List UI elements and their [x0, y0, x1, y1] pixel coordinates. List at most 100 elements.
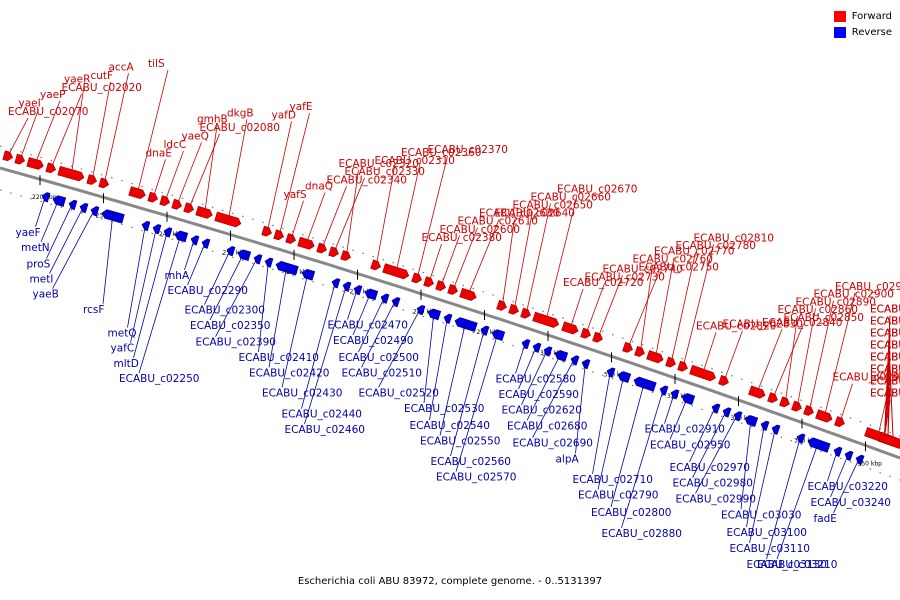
reverse-gene-label[interactable]: ECABU_c02910	[645, 424, 725, 436]
forward-gene-label[interactable]: ECABU_c02930	[833, 372, 900, 384]
reverse-gene-label[interactable]: yafC	[111, 343, 135, 355]
reverse-gene-35[interactable]	[581, 358, 591, 370]
forward-gene-label[interactable]: ECABU_c02740	[603, 263, 683, 275]
forward-gene-15[interactable]	[273, 229, 285, 241]
forward-gene-31[interactable]	[532, 311, 561, 329]
reverse-gene-label[interactable]: ECABU_c02490	[333, 335, 413, 347]
reverse-gene-7[interactable]	[152, 223, 162, 235]
reverse-gene-label[interactable]: ECABU_c02530	[404, 403, 484, 415]
forward-gene-label[interactable]: yafD	[272, 109, 296, 121]
reverse-gene-24[interactable]	[416, 304, 426, 316]
forward-gene-label[interactable]: yaeI	[19, 97, 41, 109]
forward-gene-47[interactable]	[815, 409, 833, 424]
forward-gene-16[interactable]	[285, 233, 297, 244]
reverse-gene-29[interactable]	[491, 328, 506, 341]
forward-gene-label[interactable]: yafS	[284, 189, 307, 201]
forward-gene-19[interactable]	[328, 246, 340, 258]
forward-gene-30[interactable]	[520, 307, 532, 319]
reverse-gene-label[interactable]: ECABU_c03110	[730, 543, 810, 555]
reverse-gene-label[interactable]: ECABU_c02390	[196, 337, 276, 349]
forward-gene-label[interactable]: ECABU_c02850	[784, 312, 864, 324]
forward-gene-label[interactable]: gmhB	[197, 114, 228, 126]
forward-gene-label[interactable]: ECABU_c02720	[563, 277, 643, 289]
forward-gene-label[interactable]: accA	[109, 61, 135, 73]
forward-gene-11[interactable]	[183, 202, 195, 214]
reverse-gene-label[interactable]: ECABU_c02550	[420, 436, 500, 448]
reverse-gene-label[interactable]: ECABU_c02470	[328, 320, 408, 332]
forward-gene-7[interactable]	[128, 186, 147, 200]
forward-gene-label[interactable]: ECABU_c02650	[513, 200, 593, 212]
reverse-gene-label[interactable]: yaeF	[16, 227, 41, 239]
forward-gene-label[interactable]: ECABU_c03190	[870, 364, 900, 376]
forward-gene-14[interactable]	[261, 225, 273, 237]
reverse-gene-5[interactable]	[101, 209, 125, 224]
forward-gene-label[interactable]: ECABU_c02640	[495, 208, 575, 220]
reverse-gene-38[interactable]	[633, 376, 657, 392]
forward-gene-label[interactable]: ECABU_c03180	[870, 376, 900, 388]
reverse-gene-label[interactable]: ECABU_c02560	[431, 456, 511, 468]
forward-gene-label[interactable]: ECABU_c03160	[870, 304, 900, 316]
forward-gene-label[interactable]: ECABU_c02660	[531, 191, 611, 203]
forward-gene-label[interactable]: ECABU_c02330	[345, 166, 425, 178]
reverse-gene-15[interactable]	[264, 257, 274, 268]
reverse-gene-23[interactable]	[391, 296, 401, 308]
forward-gene-label[interactable]: ECABU_c02820	[696, 321, 776, 333]
reverse-gene-label[interactable]: yaeB	[33, 289, 59, 301]
forward-gene-label[interactable]: ECABU_c02340	[327, 174, 407, 186]
forward-gene-label[interactable]: ECABU_c03090	[870, 352, 900, 364]
forward-gene-label[interactable]: ECABU_c02310	[375, 155, 455, 167]
reverse-gene-label[interactable]: ECABU_c02880	[602, 528, 682, 540]
forward-gene-label[interactable]: ECABU_c02920	[835, 281, 900, 293]
forward-gene-label[interactable]: ECABU_c02890	[796, 296, 876, 308]
forward-gene-label[interactable]: ECABU_c02320	[339, 158, 419, 170]
forward-gene-41[interactable]	[718, 374, 730, 386]
reverse-gene-label[interactable]: ECABU_c02430	[262, 387, 342, 399]
reverse-gene-label[interactable]: ECABU_c02580	[496, 373, 576, 385]
forward-gene-label[interactable]: yafE	[290, 101, 313, 113]
reverse-gene-label[interactable]: ECABU_c03210	[757, 559, 837, 571]
reverse-gene-14[interactable]	[253, 253, 263, 265]
forward-gene-label[interactable]: ldcC	[164, 139, 187, 151]
forward-gene-10[interactable]	[171, 198, 183, 210]
forward-gene-label[interactable]: ECABU_c02810	[694, 232, 774, 244]
forward-gene-label[interactable]: ECABU_c02960	[870, 364, 900, 376]
reverse-gene-label[interactable]: metQ	[108, 327, 137, 339]
forward-gene-label[interactable]: ECABU_c02610	[458, 216, 538, 228]
forward-gene-label[interactable]: ECABU_c02730	[585, 271, 665, 283]
reverse-gene-label[interactable]: ECABU_c02680	[507, 420, 587, 432]
reverse-gene-44[interactable]	[733, 410, 743, 422]
forward-gene-46[interactable]	[803, 404, 815, 417]
forward-gene-0[interactable]	[2, 150, 14, 162]
forward-gene-45[interactable]	[791, 400, 802, 412]
reverse-gene-label[interactable]: ECABU_c02460	[285, 424, 365, 436]
reverse-gene-label[interactable]: fadE	[814, 513, 837, 525]
forward-gene-17[interactable]	[297, 236, 316, 250]
forward-gene-24[interactable]	[423, 276, 435, 288]
forward-gene-label[interactable]: ECABU_c03080	[870, 364, 900, 376]
reverse-gene-17[interactable]	[301, 268, 316, 281]
reverse-gene-3[interactable]	[79, 202, 89, 214]
reverse-gene-9[interactable]	[174, 230, 189, 243]
reverse-gene-49[interactable]	[806, 436, 831, 453]
reverse-gene-36[interactable]	[606, 367, 616, 378]
forward-gene-9[interactable]	[159, 195, 171, 207]
forward-gene-38[interactable]	[665, 356, 677, 368]
forward-gene-label[interactable]: ECABU_c02780	[676, 240, 756, 252]
forward-gene-label[interactable]: ECABU_c02630	[479, 208, 559, 220]
reverse-gene-label[interactable]: ECABU_c02510	[342, 367, 422, 379]
forward-gene-label[interactable]: ECABU_c02860	[778, 304, 858, 316]
forward-gene-label[interactable]: ECABU_c02360	[401, 147, 481, 159]
forward-gene-43[interactable]	[767, 392, 778, 404]
forward-gene-label[interactable]: ECABU_c02770	[654, 246, 734, 258]
reverse-gene-label[interactable]: rcsF	[83, 304, 104, 316]
forward-gene-13[interactable]	[214, 211, 242, 228]
forward-gene-28[interactable]	[496, 299, 508, 311]
forward-gene-44[interactable]	[779, 396, 790, 408]
forward-gene-label[interactable]: ECABU_c02750	[639, 262, 719, 274]
reverse-gene-label[interactable]: proS	[27, 258, 51, 270]
reverse-gene-46[interactable]	[760, 420, 770, 431]
forward-gene-23[interactable]	[411, 272, 423, 284]
reverse-gene-label[interactable]: ECABU_c02500	[339, 352, 419, 364]
reverse-gene-label[interactable]: ECABU_c03130	[747, 559, 827, 571]
forward-gene-label[interactable]: ECABU_c02370	[428, 144, 508, 156]
